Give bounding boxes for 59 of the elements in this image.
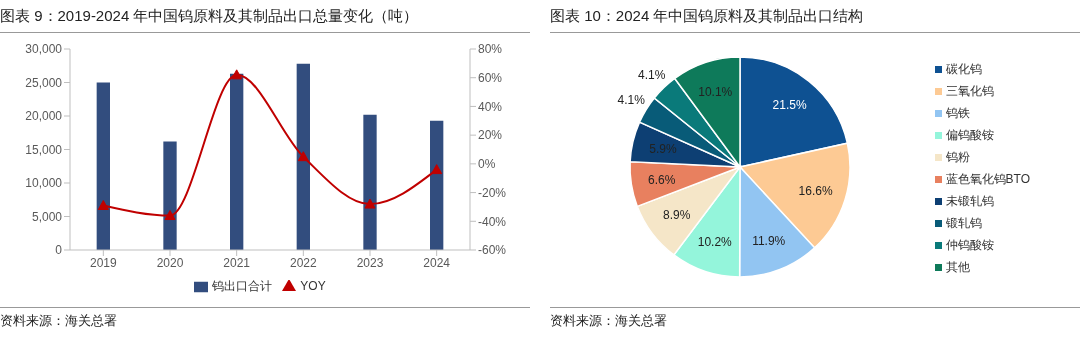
bar [430, 120, 444, 250]
y2-tick-label: -60% [478, 243, 507, 258]
y2-tick-label: -20% [478, 185, 507, 200]
data-label: 4.1% [638, 67, 666, 82]
y-tick-label: 0 [55, 243, 63, 258]
legend-label: 三氧化钨 [945, 84, 994, 98]
x-tick-label: 2019 [89, 255, 117, 270]
legend-label: 锻轧钨 [945, 216, 982, 230]
x-tick-label: 2021 [223, 255, 251, 270]
data-label: 6.6% [648, 172, 676, 187]
y2-tick-label: 60% [478, 70, 503, 85]
legend-label: YOY [300, 279, 326, 293]
legend-label: 碳化钨 [945, 62, 982, 76]
data-label: 21.5% [772, 98, 807, 113]
text: 资料来源：海关总署 [0, 312, 118, 330]
bar [96, 82, 110, 250]
y-tick-label: 25,000 [25, 75, 63, 90]
y2-tick-label: 40% [478, 99, 503, 114]
data-label: 5.9% [649, 141, 677, 156]
point [164, 210, 176, 221]
legend-label: 蓝色氧化钨BTO [945, 172, 1030, 186]
point [297, 151, 309, 162]
x-tick-label: 2023 [356, 255, 384, 270]
bar [296, 63, 310, 250]
point [231, 69, 243, 80]
data-label: 8.9% [663, 207, 691, 222]
legend-label: 仲钨酸铵 [945, 238, 994, 252]
legend-label: 钨粉 [945, 150, 970, 164]
point [97, 199, 109, 210]
bar [163, 141, 177, 250]
data-label: 16.6% [798, 183, 833, 198]
x-tick-label: 2024 [423, 255, 451, 270]
data-label: 10.2% [697, 235, 733, 250]
y-tick-label: 30,000 [25, 42, 63, 57]
y-tick-label: 10,000 [25, 176, 63, 191]
legend-label: 未锻轧钨 [945, 194, 994, 208]
y-tick-label: 15,000 [25, 142, 63, 157]
legend-label: 其他 [945, 260, 970, 274]
y2-tick-label: 0% [478, 157, 496, 172]
y-tick-label: 5,000 [31, 209, 63, 224]
data-label: 11.9% [752, 233, 786, 248]
bar [230, 73, 244, 250]
y2-tick-label: -40% [478, 214, 507, 229]
x-tick-label: 2022 [289, 255, 317, 270]
text: 资料来源：海关总署 [550, 312, 668, 330]
y2-tick-label: 20% [478, 128, 503, 143]
y2-tick-label: 80% [478, 42, 503, 57]
chart-title: 图表 10：2024 年中国钨原料及其制品出口结构 [550, 2, 1080, 33]
legend-label: 钨铁 [945, 106, 970, 120]
point [431, 164, 443, 175]
bar [363, 114, 377, 250]
data-label: 4.1% [617, 93, 646, 108]
legend-label: 偏钨酸铵 [945, 128, 994, 142]
y-tick-label: 20,000 [25, 109, 63, 124]
point [364, 198, 376, 209]
legend-label: 钨出口合计 [212, 279, 273, 293]
chart-title: 图表 9：2019-2024 年中国钨原料及其制品出口总量变化（吨） [0, 2, 530, 33]
x-tick-label: 2020 [156, 255, 184, 270]
data-label: 10.1% [698, 84, 733, 99]
